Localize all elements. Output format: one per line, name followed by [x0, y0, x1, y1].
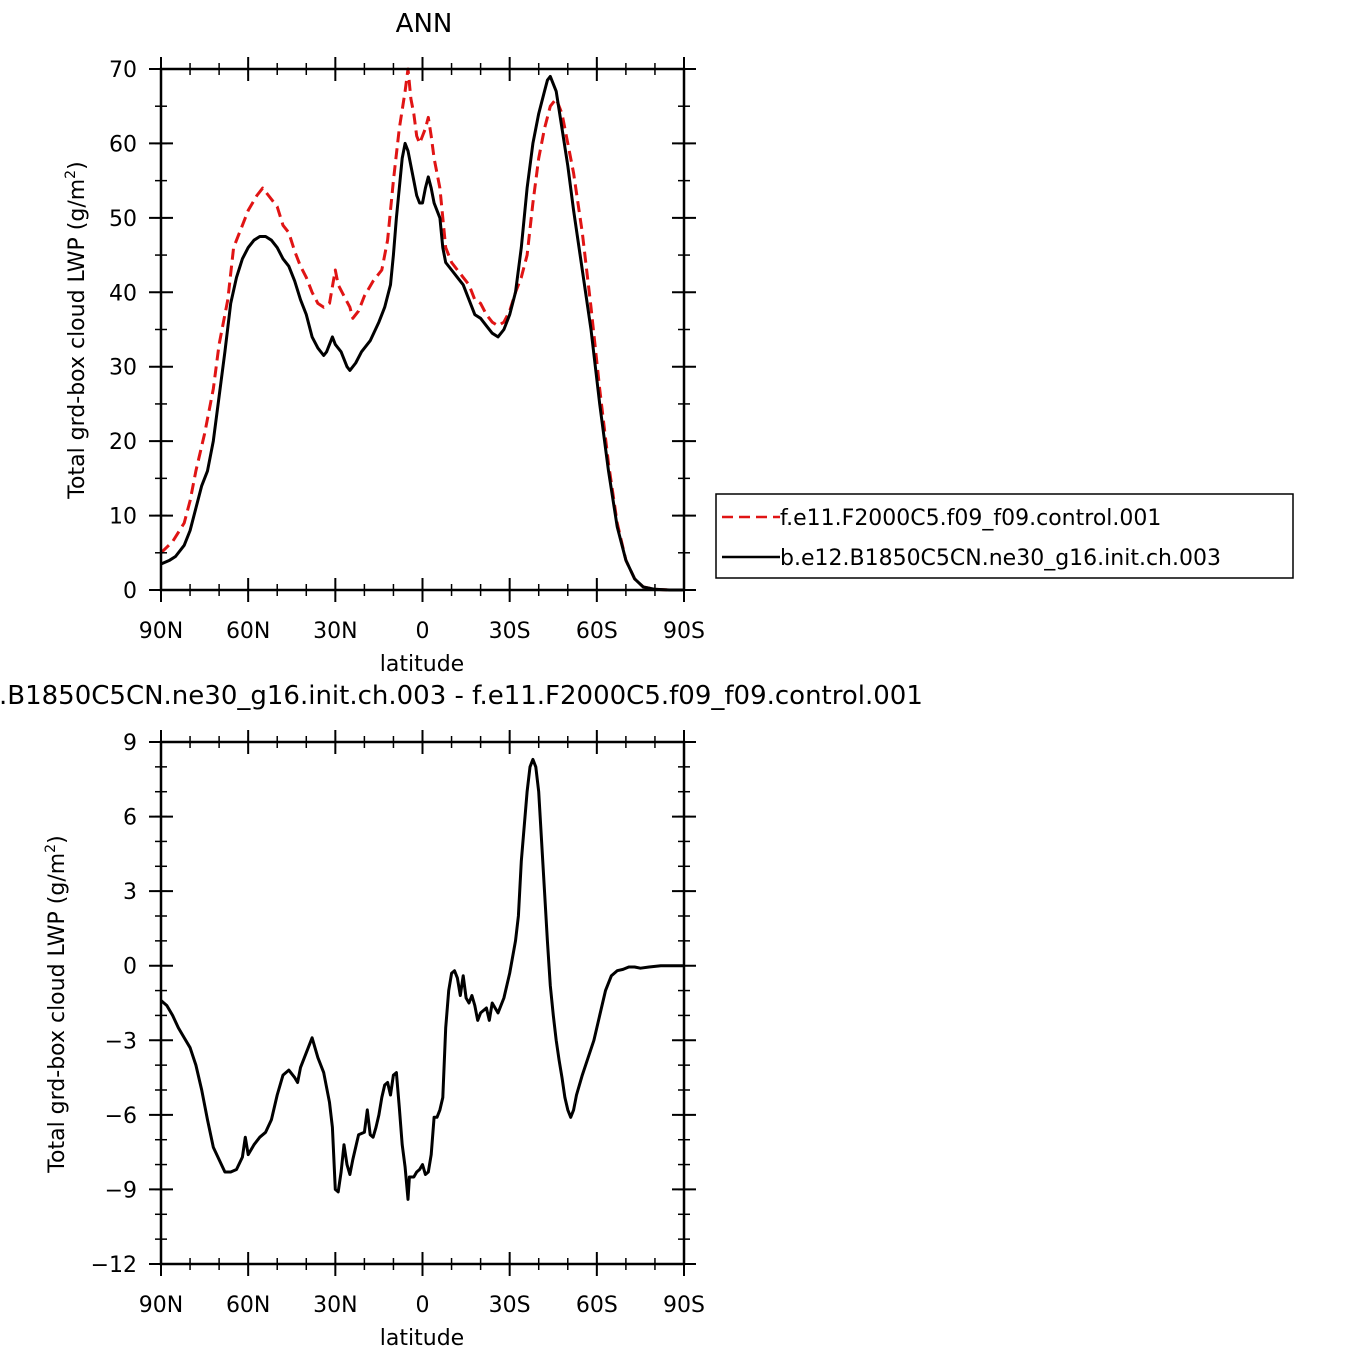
y-tick-label: 0: [123, 579, 137, 604]
y-axis-label-close: ): [45, 835, 70, 844]
x-tick-label: 90S: [663, 619, 705, 644]
x-tick-label: 30S: [489, 1293, 531, 1318]
y-tick-label: 60: [109, 132, 137, 157]
y-tick-label: 70: [109, 58, 137, 83]
plot-frame: [159, 740, 686, 1266]
y-tick-label: −9: [105, 1178, 137, 1203]
x-tick-label: 60N: [226, 1293, 270, 1318]
y-axis-label-superscript: 2: [43, 844, 59, 853]
y-tick-label: 0: [123, 955, 137, 980]
x-tick-label: 30S: [489, 619, 531, 644]
y-axis-label-text: Total grd-box cloud LWP (g/m: [45, 853, 70, 1174]
chart-difference: b.e12.B1850C5CN.ne30_g16.init.ch.003 - f…: [0, 681, 923, 1351]
y-ticks: 0 10 20 30 40 50 60 70: [109, 58, 696, 604]
y-axis-label-superscript: 2: [63, 170, 79, 179]
series-line-0: [160, 757, 684, 1201]
legend-box: [715, 493, 1294, 579]
legend: f.e11.F2000C5.f09_f09.control.001 b.e12.…: [715, 493, 1294, 579]
y-axis-label-close: ): [65, 161, 90, 170]
legend-label-control: f.e11.F2000C5.f09_f09.control.001: [780, 506, 1161, 531]
y-axis-label: Total grd-box cloud LWP (g/m2): [43, 835, 70, 1173]
x-tick-label: 0: [416, 1293, 430, 1318]
x-tick-label: 90N: [139, 1293, 183, 1318]
x-tick-label: 30N: [313, 619, 357, 644]
chart-title: b.e12.B1850C5CN.ne30_g16.init.ch.003 - f…: [0, 681, 923, 711]
y-tick-label: −12: [91, 1253, 137, 1278]
x-tick-label: 90N: [139, 619, 183, 644]
y-tick-label: 50: [109, 207, 137, 232]
y-axis-label-text: Total grd-box cloud LWP (g/m: [65, 179, 90, 500]
x-axis-label: latitude: [380, 1326, 464, 1351]
x-tick-label: 0: [416, 619, 430, 644]
y-tick-label: 9: [123, 731, 137, 756]
y-tick-label: 3: [123, 880, 137, 905]
x-ticks: 90N 60N 30N 0 30S 60S 90S: [139, 57, 705, 644]
series-line-1: [160, 74, 684, 592]
x-tick-label: 60N: [226, 619, 270, 644]
y-tick-label: −3: [105, 1029, 137, 1054]
y-tick-label: 6: [123, 806, 137, 831]
series-line-0: [159, 67, 684, 592]
y-tick-label: −6: [105, 1104, 137, 1129]
y-tick-label: 30: [109, 356, 137, 381]
x-ticks: 90N 60N 30N 0 30S 60S 90S: [139, 730, 705, 1318]
y-tick-label: 40: [109, 281, 137, 306]
y-ticks: 9 6 3 0 −3 −6 −9 −12: [91, 731, 696, 1278]
series-group: [160, 757, 684, 1201]
x-tick-label: 60S: [576, 1293, 618, 1318]
y-tick-label: 10: [109, 505, 137, 530]
x-tick-label: 60S: [576, 619, 618, 644]
chart-title: ANN: [396, 9, 453, 39]
x-tick-label: 30N: [313, 1293, 357, 1318]
plot-frame: [159, 67, 686, 592]
y-axis-label: Total grd-box cloud LWP (g/m2): [63, 161, 90, 499]
series-group: [159, 67, 684, 592]
x-tick-label: 90S: [663, 1293, 705, 1318]
legend-label-b1850: b.e12.B1850C5CN.ne30_g16.init.ch.003: [780, 546, 1221, 571]
y-tick-label: 20: [109, 430, 137, 455]
x-axis-label: latitude: [380, 652, 464, 677]
